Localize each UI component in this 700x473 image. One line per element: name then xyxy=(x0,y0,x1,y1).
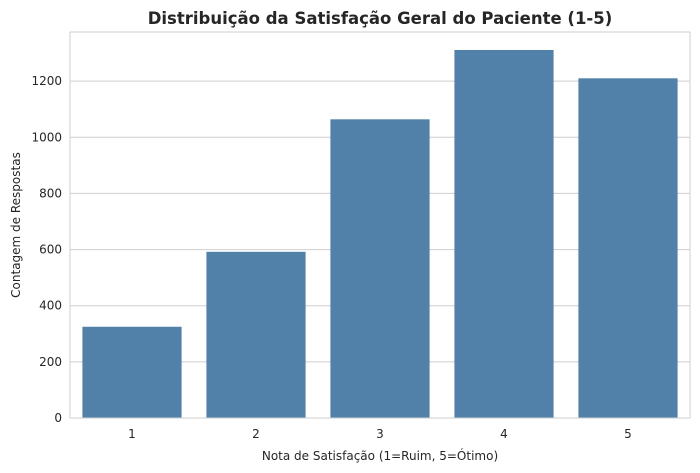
bar-4 xyxy=(454,49,554,418)
y-tick-label: 200 xyxy=(39,355,62,369)
y-tick-label: 0 xyxy=(54,411,62,425)
y-tick-label: 1200 xyxy=(31,74,62,88)
y-tick-label: 1000 xyxy=(31,130,62,144)
bar-1 xyxy=(82,326,182,418)
bars-layer xyxy=(82,49,678,418)
plot-frame xyxy=(69,31,691,419)
y-tick-label: 600 xyxy=(39,243,62,257)
y-tick-label: 800 xyxy=(39,186,62,200)
x-tick-label: 2 xyxy=(252,427,260,441)
x-tick-label: 1 xyxy=(128,427,136,441)
bar-3 xyxy=(330,119,430,418)
x-axis-label: Nota de Satisfação (1=Ruim, 5=Ótimo) xyxy=(262,448,498,463)
chart-title: Distribuição da Satisfação Geral do Paci… xyxy=(148,9,613,28)
x-tick-label: 5 xyxy=(624,427,632,441)
x-tick-label: 3 xyxy=(376,427,384,441)
bar-5 xyxy=(578,78,678,418)
bar-2 xyxy=(206,251,306,418)
y-tick-labels: 0 200 400 600 800 1000 1200 xyxy=(31,74,62,425)
y-tick-label: 400 xyxy=(39,299,62,313)
x-tick-labels: 1 2 3 4 5 xyxy=(128,427,632,441)
x-tick-label: 4 xyxy=(500,427,508,441)
y-axis-label: Contagem de Respostas xyxy=(9,152,23,298)
